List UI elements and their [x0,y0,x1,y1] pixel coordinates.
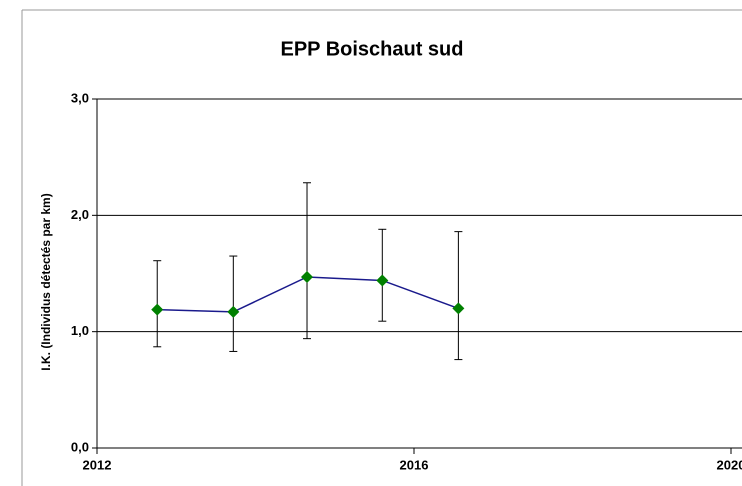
marker [376,274,389,287]
marker [301,270,314,283]
marker [227,305,240,318]
x-tick-label: 2012 [83,457,112,472]
marker [452,302,465,315]
y-tick-label: 3,0 [71,90,89,105]
series-line [157,276,459,313]
y-axis-label: I.K. (Individus détectés par km) [39,193,53,370]
marker [151,303,164,316]
x-tick-label: 2020 [717,457,742,472]
x-tick-label: 2016 [400,457,429,472]
y-tick-label: 1,0 [71,323,89,338]
chart-title: EPP Boischaut sud [280,38,463,60]
y-tick-label: 0,0 [71,439,89,454]
y-tick-label: 2,0 [71,207,89,222]
